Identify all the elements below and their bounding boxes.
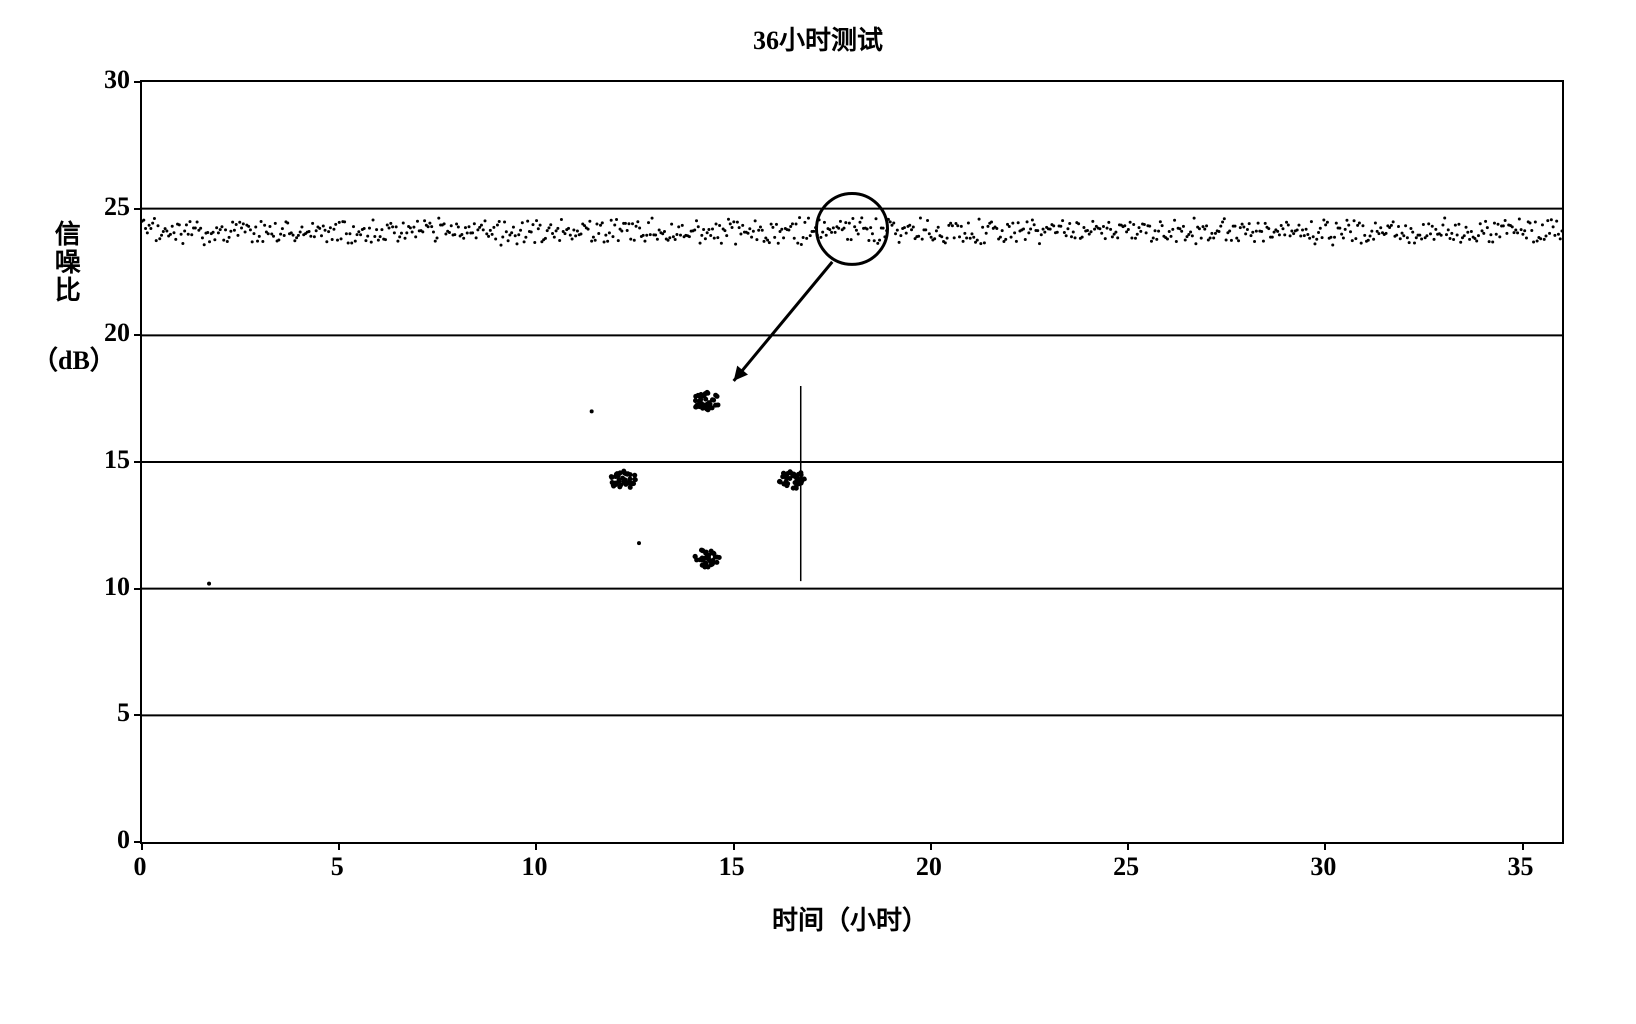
plot-area <box>140 80 1564 844</box>
ytick-label: 20 <box>80 318 130 348</box>
ytick-label: 15 <box>80 445 130 475</box>
xtick-label: 25 <box>1113 852 1139 882</box>
ytick-label: 25 <box>80 192 130 222</box>
ytick-label: 30 <box>80 65 130 95</box>
xtick-label: 5 <box>331 852 344 882</box>
x-axis-label: 时间（小时） <box>772 900 928 937</box>
xtick-label: 10 <box>521 852 547 882</box>
xtick-label: 20 <box>916 852 942 882</box>
xtick-label: 30 <box>1310 852 1336 882</box>
xtick-label: 15 <box>719 852 745 882</box>
chart-container: 36小时测试 信噪比 （dB） 时间（小时） 05101520253005101… <box>20 20 1616 1004</box>
plot-inner <box>142 82 1562 842</box>
xtick-label: 35 <box>1508 852 1534 882</box>
xtick-label: 0 <box>134 852 147 882</box>
plot-svg <box>142 82 1562 842</box>
chart-title: 36小时测试 <box>753 20 883 57</box>
ytick-label: 5 <box>80 698 130 728</box>
ytick-label: 0 <box>80 825 130 855</box>
ytick-label: 10 <box>80 572 130 602</box>
y-axis-label: 信噪比 <box>50 220 80 311</box>
